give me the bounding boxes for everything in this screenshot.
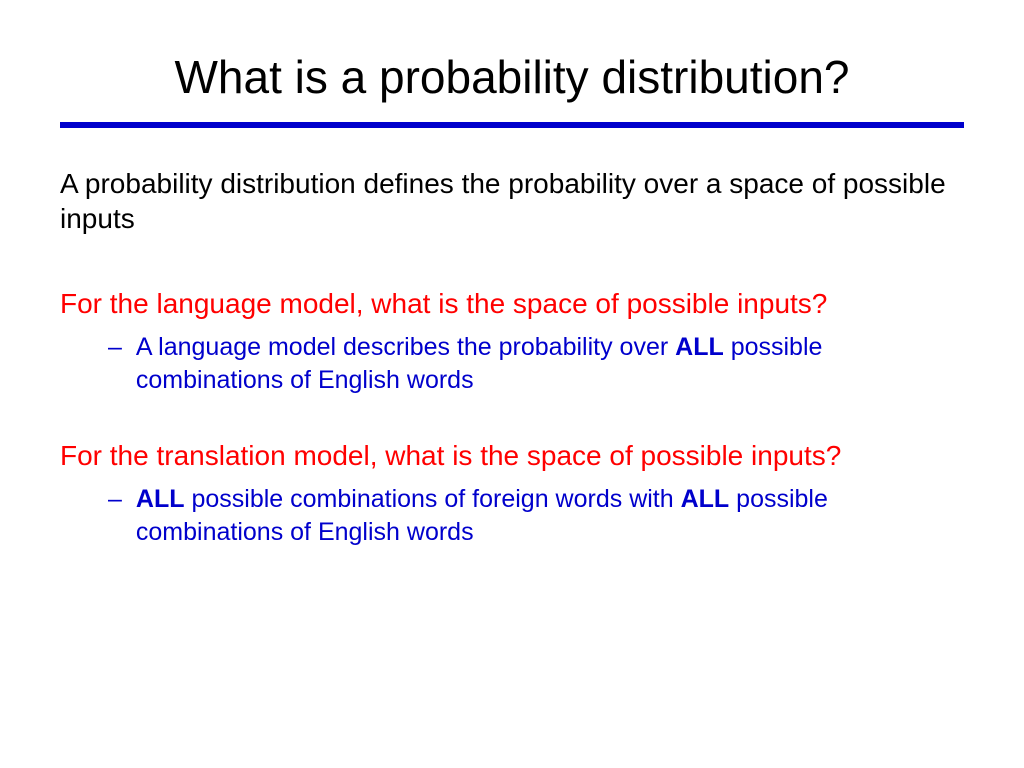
question-2: For the translation model, what is the s… <box>60 438 964 473</box>
title-underline <box>60 122 964 128</box>
slide: What is a probability distribution? A pr… <box>0 0 1024 768</box>
answer-block-1: – A language model describes the probabi… <box>108 331 964 396</box>
bullet-dash-icon: – <box>108 331 122 364</box>
answer-1: A language model describes the probabili… <box>136 331 964 396</box>
slide-title: What is a probability distribution? <box>60 50 964 104</box>
answer-2: ALL possible combinations of foreign wor… <box>136 483 964 548</box>
question-1: For the language model, what is the spac… <box>60 286 964 321</box>
bullet-dash-icon: – <box>108 483 122 516</box>
intro-paragraph: A probability distribution defines the p… <box>60 166 964 236</box>
answer-block-2: – ALL possible combinations of foreign w… <box>108 483 964 548</box>
